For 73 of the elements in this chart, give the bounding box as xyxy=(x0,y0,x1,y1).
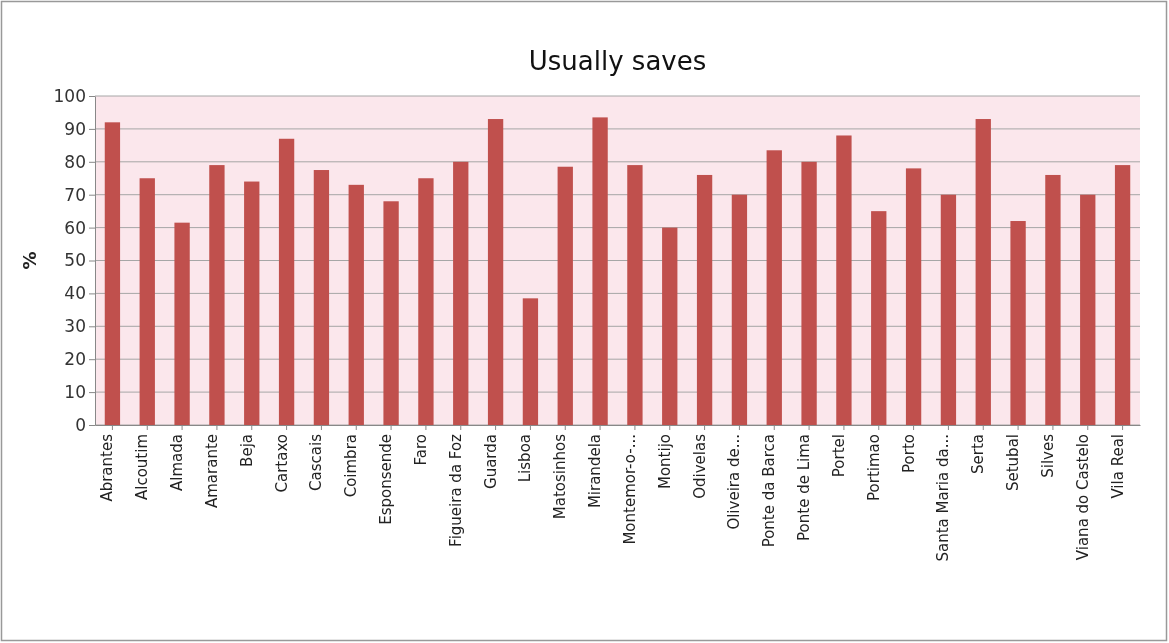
x-tick-label: Coimbra xyxy=(342,434,361,498)
x-tick-label: Serta xyxy=(969,434,988,474)
y-tick-label: 20 xyxy=(64,349,86,370)
bar xyxy=(487,119,504,425)
bar xyxy=(418,178,434,425)
x-tick-label: Portel xyxy=(829,434,848,478)
bar xyxy=(1045,174,1061,425)
bar xyxy=(174,222,190,425)
x-tick-label: Alcoutim xyxy=(133,434,152,501)
x-tick-label: Amarante xyxy=(202,434,221,509)
bar xyxy=(592,117,608,425)
x-tick-label: Guarda xyxy=(481,434,500,489)
bar xyxy=(104,122,121,425)
y-tick-label: 60 xyxy=(64,217,86,238)
bar xyxy=(557,166,573,425)
x-tick-label: Matosinhos xyxy=(551,433,570,520)
y-tick-label: 80 xyxy=(64,151,86,172)
y-tick-label: 30 xyxy=(64,316,86,337)
y-tick-label: 0 xyxy=(75,414,86,435)
bar xyxy=(836,135,852,425)
x-tick-label: Ponte da Barca xyxy=(760,434,779,548)
x-tick-label: Setubal xyxy=(1004,434,1023,492)
x-tick-label: Montemor-o-... xyxy=(620,434,639,545)
bar xyxy=(905,168,922,425)
bar xyxy=(209,165,225,425)
y-tick-label: 70 xyxy=(64,184,86,205)
x-tick-label: Oliveira de... xyxy=(725,434,744,530)
y-tick-label: 40 xyxy=(64,283,86,304)
bar xyxy=(348,184,364,425)
x-tick-label: Silves xyxy=(1038,433,1057,478)
x-tick-label: Lisboa xyxy=(516,434,535,483)
x-tick-label: Vila Real xyxy=(1108,434,1127,499)
y-tick-label: 50 xyxy=(64,250,86,271)
y-axis-title: % xyxy=(19,251,40,270)
x-tick-label: Odivelas xyxy=(690,433,709,499)
y-tick-label: 90 xyxy=(64,118,86,139)
bar xyxy=(766,150,782,425)
x-tick-label: Almada xyxy=(168,434,187,491)
bar xyxy=(278,138,295,425)
x-tick-label: Figueira da Foz xyxy=(446,433,465,547)
bar xyxy=(801,161,817,425)
x-tick-label: Cascais xyxy=(307,433,326,491)
x-tick-label: Portimao xyxy=(864,434,883,501)
bar xyxy=(1114,165,1131,425)
x-tick-label: Faro xyxy=(411,434,430,466)
bar xyxy=(696,174,713,425)
bar xyxy=(975,119,991,425)
bar xyxy=(940,194,957,425)
x-tick-label: Esponsende xyxy=(377,434,396,525)
bar xyxy=(627,165,643,425)
bar xyxy=(139,178,155,425)
bar xyxy=(313,170,330,425)
bar xyxy=(522,298,539,425)
bar xyxy=(662,227,678,425)
bar xyxy=(731,194,748,425)
x-tick-label: Viana do Castelo xyxy=(1073,434,1092,561)
chart-title: Usually saves xyxy=(528,46,707,76)
bar xyxy=(453,161,469,425)
y-tick-label: 10 xyxy=(64,382,86,403)
x-tick-label: Mirandela xyxy=(586,434,605,509)
bar xyxy=(1080,194,1096,425)
x-tick-label: Ponte de Lima xyxy=(795,434,814,541)
x-tick-label: Porto xyxy=(899,434,918,473)
x-tick-label: Santa Maria da... xyxy=(934,434,953,562)
x-tick-label: Montijo xyxy=(655,434,674,490)
bar xyxy=(1010,221,1026,425)
y-tick-label: 100 xyxy=(53,85,86,106)
x-tick-label: Cartaxo xyxy=(272,434,291,493)
x-tick-label: Abrantes xyxy=(98,433,117,502)
x-tick-label: Beja xyxy=(237,434,256,467)
bar xyxy=(244,181,260,425)
bar xyxy=(383,201,399,425)
bar xyxy=(871,211,887,425)
